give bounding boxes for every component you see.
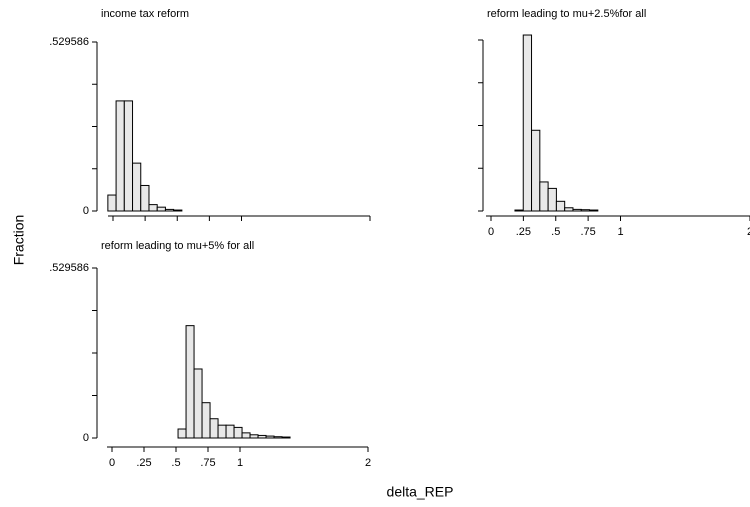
bar — [177, 428, 187, 439]
bar — [564, 207, 574, 212]
x-tick-label: .5 — [171, 457, 180, 469]
bar — [156, 206, 166, 212]
x-tick-label: .75 — [200, 457, 215, 469]
panel-title: income tax reform — [101, 8, 189, 20]
bar — [265, 435, 275, 439]
bar — [233, 426, 243, 439]
bar — [580, 209, 591, 212]
bar — [193, 368, 203, 439]
y-axis-label: Fraction — [11, 215, 27, 266]
bar — [107, 194, 117, 212]
bar — [225, 424, 235, 439]
bar — [201, 402, 211, 439]
bar — [522, 34, 533, 212]
bar — [173, 209, 183, 212]
panel-title: reform leading to mu+2.5%for all — [487, 8, 646, 20]
x-tick-label: 1 — [617, 226, 623, 238]
bar — [273, 436, 283, 439]
bar — [123, 100, 134, 212]
bar — [589, 209, 599, 212]
x-tick-label: 0 — [109, 457, 115, 469]
bar — [555, 200, 566, 212]
bar — [514, 209, 524, 212]
x-tick-label: .25 — [516, 226, 531, 238]
y-tick-label: 0 — [83, 205, 89, 217]
bar — [217, 424, 227, 439]
bar — [249, 434, 259, 439]
bar — [132, 162, 142, 212]
bar — [531, 129, 541, 212]
x-tick-label: 0 — [488, 226, 494, 238]
bar — [281, 436, 291, 439]
x-tick-label: .5 — [551, 226, 560, 238]
y-tick-label: .529586 — [49, 36, 89, 48]
x-axis-label: delta_REP — [387, 484, 454, 500]
panel-title: reform leading to mu+5% for all — [101, 240, 254, 252]
x-tick-label: .25 — [136, 457, 151, 469]
bar — [257, 434, 267, 439]
bar — [539, 181, 549, 212]
x-tick-label: 2 — [747, 226, 750, 238]
x-tick-label: 2 — [365, 457, 371, 469]
y-tick-label: .529586 — [49, 262, 89, 274]
bar — [572, 208, 582, 212]
bar — [148, 204, 158, 212]
bar — [115, 100, 125, 212]
bar — [140, 184, 150, 212]
bar — [209, 418, 219, 439]
bar — [547, 187, 557, 212]
x-tick-label: .75 — [580, 226, 595, 238]
y-tick-label: 0 — [83, 432, 89, 444]
bar — [164, 208, 175, 212]
x-tick-label: 1 — [237, 457, 243, 469]
bar — [185, 325, 195, 439]
bar — [241, 432, 251, 439]
